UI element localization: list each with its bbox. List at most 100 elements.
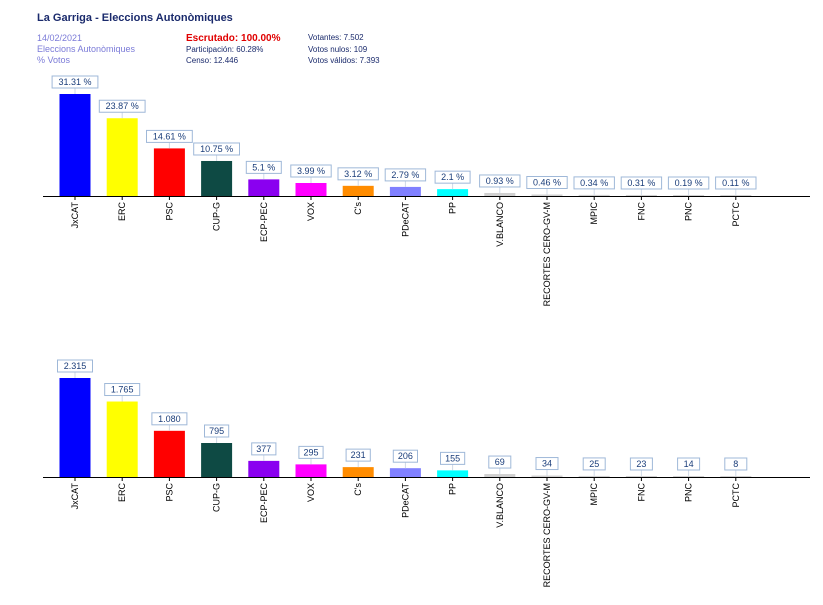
pct-bar-vox — [295, 183, 327, 196]
votes-data-label-erc: 1.765 — [111, 385, 134, 395]
votes-data-label-mpic: 25 — [589, 459, 599, 469]
pct-label-box-erc — [98, 99, 146, 113]
election-name: Eleccions Autonòmiques — [37, 44, 136, 54]
pct-category-ecp-pec: ECP-PEC — [259, 202, 269, 243]
votes-data-label-v-blanco: 69 — [495, 457, 505, 467]
pct-data-label-c-s: 3.12 % — [344, 169, 372, 179]
pct-bar-psc — [153, 148, 185, 196]
page-title: La Garriga - Eleccions Autonòmiques — [37, 12, 233, 24]
pct-category-mpic: MPIC — [589, 201, 599, 224]
pct-category-cup-g: CUP-G — [212, 202, 222, 231]
pct-label-box-cup-g — [193, 142, 240, 156]
pct-data-label-jxcat: 31.31 % — [58, 77, 91, 87]
pct-data-label-psc: 14.61 % — [153, 131, 186, 141]
pct-data-label-vox: 3.99 % — [297, 166, 325, 176]
votes-label-box-recortes-cero-gv-m — [535, 457, 559, 471]
votes-bar-cup-g — [201, 443, 233, 477]
votes-bar-v-blanco — [484, 474, 516, 477]
pct-data-label-recortes-cero-gv-m: 0.46 % — [533, 178, 561, 188]
pct-bar-pdecat — [389, 186, 421, 196]
pct-bar-v-blanco — [484, 192, 516, 196]
votes-bar-pp — [437, 470, 469, 477]
pct-label-box-mpic — [573, 176, 615, 190]
pct-label-box-vox — [290, 164, 332, 178]
votes-category-fnc: FNC — [636, 483, 646, 502]
votes-label-box-pp — [440, 451, 466, 465]
pct-bar-ecp-pec — [248, 179, 280, 196]
votos-nulos-text: Votos nulos: 109 — [308, 45, 368, 54]
pct-data-label-pp: 2.1 % — [441, 172, 464, 182]
votes-data-label-pnc: 14 — [684, 459, 694, 469]
votes-category-v-blanco: V.BLANCO — [495, 483, 505, 528]
pct-category-pnc: PNC — [684, 202, 694, 222]
metric-label: % Votos — [37, 55, 71, 65]
votes-category-jxcat: JxCAT — [70, 483, 80, 510]
pct-label-box-ecp-pec — [245, 160, 282, 174]
votes-category-mpic: MPIC — [589, 482, 599, 505]
pct-category-pp: PP — [448, 202, 458, 214]
pct-category-pctc: PCTC — [731, 202, 741, 227]
votes-category-ecp-pec: ECP-PEC — [259, 483, 269, 524]
votes-bar-psc — [153, 430, 185, 477]
votes-label-box-mpic — [582, 457, 606, 471]
votes-category-erc: ERC — [117, 483, 127, 503]
pct-bar-jxcat — [59, 94, 91, 196]
votes-data-label-psc: 1.080 — [158, 414, 181, 424]
votes-label-box-pctc — [724, 457, 748, 471]
votes-label-box-vox — [298, 445, 324, 459]
pct-bar-pp — [437, 189, 469, 196]
votes-bar-pctc — [720, 476, 752, 477]
participacion-text: Participación: 60.28% — [186, 45, 264, 54]
escrutado-text: Escrutado: 100.00% — [186, 33, 281, 44]
pct-label-box-c-s — [337, 167, 379, 181]
votes-label-box-fnc — [629, 457, 653, 471]
pct-label-box-pctc — [715, 176, 757, 190]
pct-label-box-v-blanco — [479, 174, 521, 188]
votes-bar-vox — [295, 464, 327, 477]
pct-bar-erc — [106, 118, 138, 196]
election-date: 14/02/2021 — [37, 33, 83, 43]
votes-data-label-c-s: 231 — [351, 450, 366, 460]
votes-label-box-jxcat — [57, 359, 93, 373]
pct-data-label-mpic: 0.34 % — [580, 178, 608, 188]
votes-label-box-pnc — [677, 457, 701, 471]
pct-data-label-pnc: 0.19 % — [675, 178, 703, 188]
pct-bar-pctc — [720, 195, 752, 196]
votes-category-pp: PP — [448, 483, 458, 495]
pct-bar-c-s — [342, 185, 374, 196]
pct-data-label-pctc: 0.11 % — [722, 178, 749, 188]
percent-chart: 31.31 % JxCAT 23.87 % ERC 14.61 % PSC 10.75 % C… — [43, 75, 810, 306]
pct-label-box-pdecat — [384, 168, 427, 182]
votes-bar-pdecat — [389, 468, 421, 477]
votes-category-vox: VOX — [306, 483, 316, 502]
pct-label-box-fnc — [620, 176, 663, 190]
votes-chart: 2.315 JxCAT 1.765 ERC 1.080 PSC 795 CUP-G 377 ECP… — [43, 359, 810, 587]
pct-category-jxcat: JxCAT — [70, 202, 80, 229]
pct-category-c-s: C's — [353, 202, 363, 215]
votes-category-psc: PSC — [164, 483, 174, 502]
pct-label-box-recortes-cero-gv-m — [526, 176, 568, 190]
votes-data-label-ecp-pec: 377 — [256, 444, 271, 454]
pct-category-psc: PSC — [164, 202, 174, 221]
votes-label-box-erc — [104, 383, 141, 397]
votes-category-pctc: PCTC — [731, 483, 741, 508]
votes-bar-erc — [106, 401, 138, 477]
votes-bar-c-s — [342, 467, 374, 477]
pct-category-erc: ERC — [117, 202, 127, 222]
pct-data-label-v-blanco: 0.93 % — [486, 176, 514, 186]
pct-category-pdecat: PDeCAT — [400, 202, 410, 237]
votes-bar-pnc — [673, 476, 705, 477]
votes-bar-ecp-pec — [248, 460, 280, 477]
votes-bar-jxcat — [59, 378, 91, 477]
votes-bar-recortes-cero-gv-m — [531, 475, 563, 477]
votes-category-recortes-cero-gv-m: RECORTES CERO-GV-M — [542, 483, 552, 587]
pct-data-label-pdecat: 2.79 % — [391, 170, 419, 180]
votes-category-pnc: PNC — [684, 483, 694, 503]
votes-data-label-pp: 155 — [445, 453, 460, 463]
votes-category-c-s: C's — [353, 483, 363, 496]
pct-data-label-erc: 23.87 % — [106, 101, 139, 111]
censo-text: Censo: 12.446 — [186, 56, 239, 65]
pct-data-label-fnc: 0.31 % — [627, 178, 655, 188]
pct-label-box-psc — [146, 129, 193, 143]
